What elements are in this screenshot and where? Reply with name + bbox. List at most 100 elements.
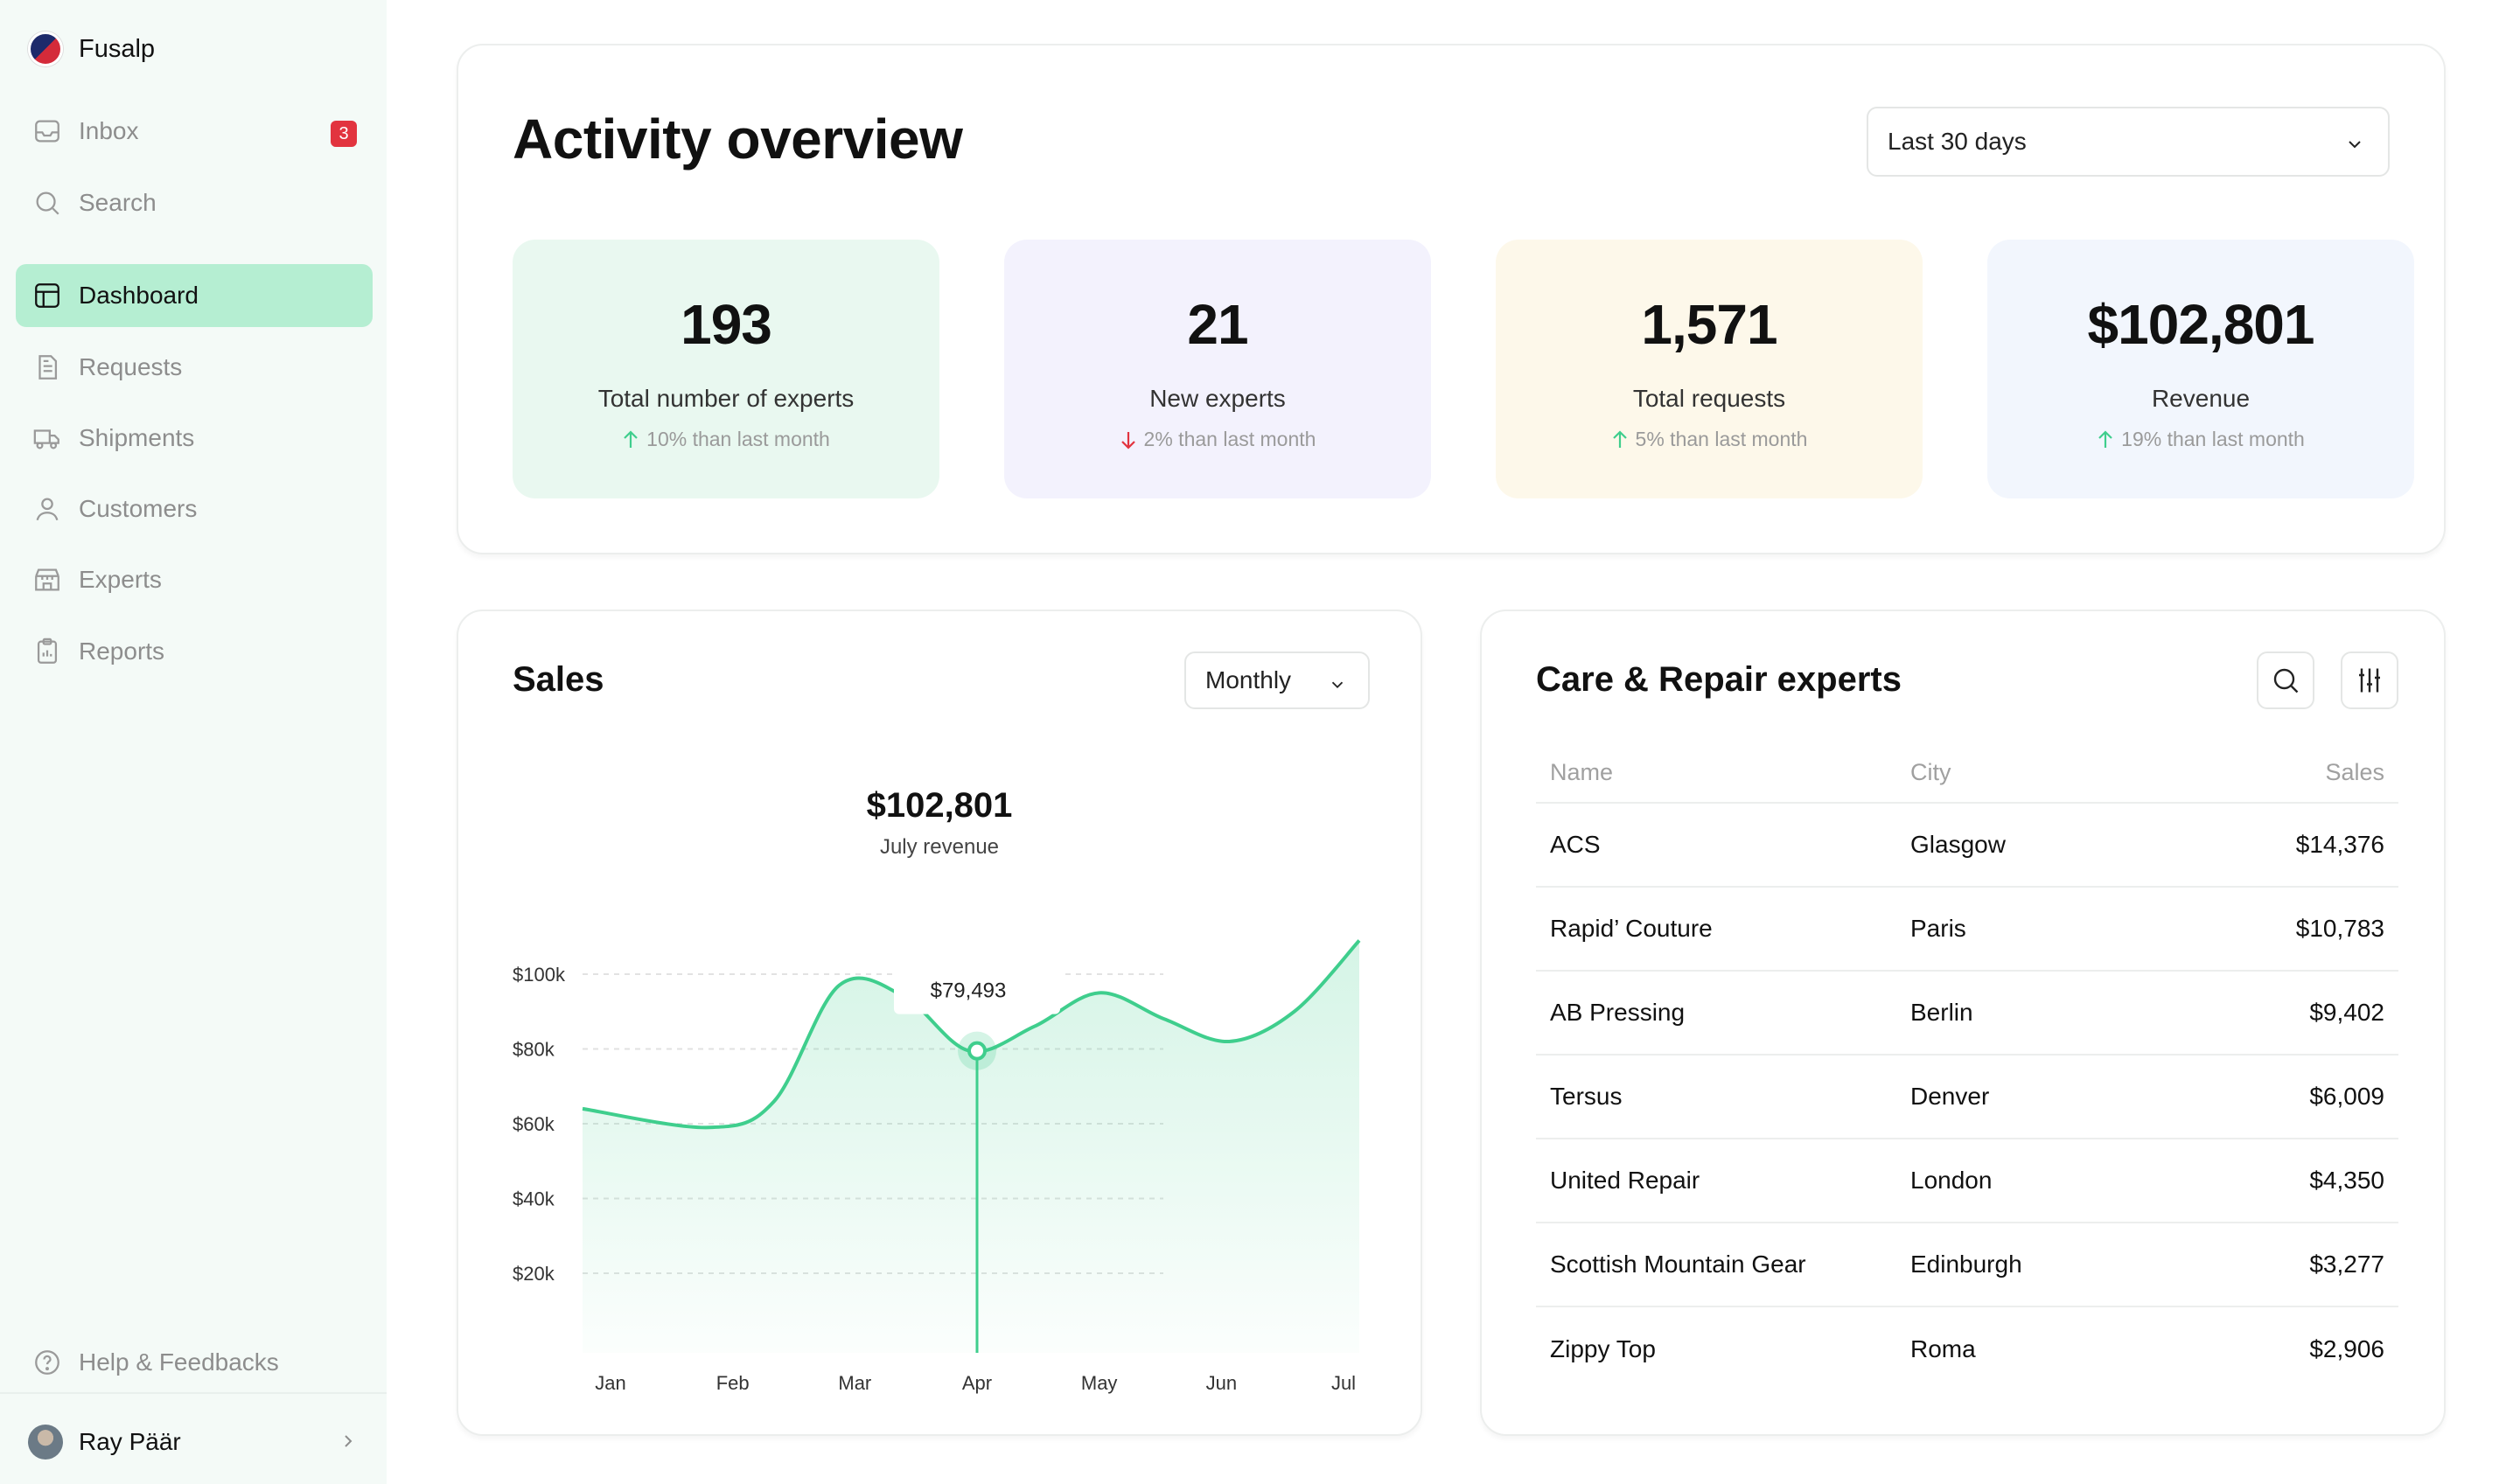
cell-sales: $4,350 [2309, 1167, 2384, 1194]
cell-sales: $2,906 [2309, 1335, 2384, 1362]
arrow-up-icon [2098, 429, 2112, 448]
page-title: Activity overview [513, 108, 963, 171]
stat-card-total-requests: 1,571 Total requests 5% than last month [1496, 240, 1923, 498]
sidebar-item-label: Inbox [79, 117, 139, 144]
table-row[interactable]: United Repair London $4,350 [1536, 1139, 2398, 1223]
sidebar-item-shipments[interactable]: Shipments [16, 407, 373, 470]
sidebar-item-customers[interactable]: Customers [16, 477, 373, 540]
stat-value: $102,801 [2087, 293, 2315, 356]
truck-icon [31, 422, 63, 454]
table-row[interactable]: ACS Glasgow $14,376 [1536, 804, 2398, 888]
sidebar-item-help[interactable]: Help & Feedbacks [16, 1331, 373, 1394]
filter-button[interactable] [2341, 651, 2398, 709]
sales-title: Sales [513, 660, 604, 699]
table-row[interactable]: Zippy Top Roma $2,906 [1536, 1307, 2398, 1391]
table-row[interactable]: Tersus Denver $6,009 [1536, 1056, 2398, 1139]
chevron-right-icon[interactable] [338, 1431, 359, 1456]
stat-delta-text: 5% than last month [1635, 428, 1808, 450]
sales-period-select[interactable]: Monthly [1184, 651, 1370, 709]
x-tick-label: Jun [1206, 1372, 1237, 1394]
x-tick-label: Mar [838, 1372, 871, 1394]
experts-card: Care & Repair experts Name City Sales AC… [1480, 610, 2446, 1436]
chevron-down-icon [1328, 672, 1347, 700]
stat-label: New experts [1149, 385, 1286, 412]
stat-delta: 19% than last month [1987, 428, 2414, 451]
user-icon [31, 493, 63, 525]
cell-name: AB Pressing [1550, 999, 1686, 1026]
tooltip-box [894, 965, 1060, 1014]
stat-delta: 5% than last month [1496, 428, 1923, 451]
experts-title: Care & Repair experts [1536, 660, 1902, 699]
sidebar-item-label: Requests [79, 353, 183, 380]
stat-label: Revenue [2151, 385, 2251, 412]
stat-delta-text: 19% than last month [2121, 428, 2305, 450]
sidebar-item-label: Experts [79, 566, 162, 593]
dashboard-icon [31, 280, 63, 311]
y-tick-label: $100k [513, 964, 566, 986]
cell-name: Rapid’ Couture [1550, 915, 1713, 942]
avatar [28, 1425, 63, 1460]
stat-label: Total number of experts [597, 385, 855, 412]
sidebar-item-label: Search [79, 189, 157, 216]
user-profile[interactable]: Ray Päär [28, 1417, 369, 1467]
sidebar-item-search[interactable]: Search [16, 171, 373, 234]
cell-sales: $9,402 [2309, 999, 2384, 1026]
document-icon [31, 352, 63, 383]
column-header-sales[interactable]: Sales [2325, 758, 2384, 785]
search-button[interactable] [2257, 651, 2314, 709]
sidebar-item-experts[interactable]: Experts [16, 548, 373, 611]
stat-label: Total requests [1632, 385, 1786, 412]
column-header-name[interactable]: Name [1550, 758, 1614, 785]
cell-name: United Repair [1550, 1167, 1700, 1194]
table-row[interactable]: Rapid’ Couture Paris $10,783 [1536, 888, 2398, 972]
clipboard-icon [31, 636, 63, 667]
activity-overview-card: Activity overview Last 30 days 193 Total… [457, 44, 2446, 554]
cell-sales: $6,009 [2309, 1083, 2384, 1110]
experts-table: Name City Sales ACS Glasgow $14,376 Rapi… [1536, 742, 2398, 1391]
arrow-down-icon [1120, 431, 1135, 449]
sidebar-item-label: Shipments [79, 424, 195, 451]
brand-logo [28, 31, 63, 66]
sales-card: $100k $80k $60k $40k $20k Jan Feb Mar Apr May Jun J… [457, 610, 1422, 1436]
cell-city: London [1910, 1167, 1993, 1194]
cell-city: Glasgow [1910, 831, 2006, 858]
cell-sales: $3,277 [2309, 1251, 2384, 1278]
table-row[interactable]: Scottish Mountain Gear Edinburgh $3,277 [1536, 1223, 2398, 1307]
cell-city: Denver [1910, 1083, 1990, 1110]
table-header: Name City Sales [1536, 742, 2398, 804]
sidebar-item-dashboard[interactable]: Dashboard [16, 264, 373, 327]
cell-city: Roma [1910, 1335, 1976, 1362]
stat-value: 1,571 [1641, 293, 1777, 356]
brand[interactable]: Fusalp [28, 31, 155, 66]
x-tick-label: Apr [962, 1372, 992, 1394]
help-icon [31, 1347, 63, 1378]
stat-card-new-experts: 21 New experts 2% than last month [1004, 240, 1431, 498]
x-tick-label: May [1081, 1372, 1118, 1394]
y-tick-label: $60k [513, 1113, 555, 1135]
stat-delta-text: 10% than last month [646, 428, 830, 450]
sidebar-item-label: Customers [79, 495, 198, 522]
sliders-icon [2359, 668, 2380, 693]
sidebar-item-inbox[interactable]: Inbox 3 [16, 100, 373, 163]
cell-sales: $14,376 [2295, 831, 2384, 858]
column-header-city[interactable]: City [1910, 758, 1951, 785]
store-icon [31, 564, 63, 596]
x-tick-label: Feb [716, 1372, 750, 1394]
user-name: Ray Päär [79, 1428, 181, 1455]
stat-delta-text: 2% than last month [1143, 428, 1316, 450]
period-select-value: Last 30 days [1888, 128, 2027, 155]
table-row[interactable]: AB Pressing Berlin $9,402 [1536, 972, 2398, 1056]
inbox-icon [31, 115, 63, 147]
cell-name: ACS [1550, 831, 1601, 858]
tooltip-value: $79,493 [931, 979, 1007, 1003]
sidebar-divider [0, 1392, 387, 1394]
sidebar: Fusalp Inbox 3 Search Dashboard Requests… [0, 0, 387, 1484]
period-select[interactable]: Last 30 days [1867, 107, 2390, 177]
sidebar-item-reports[interactable]: Reports [16, 620, 373, 683]
sidebar-item-requests[interactable]: Requests [16, 336, 373, 399]
arrow-up-icon [624, 429, 638, 448]
cell-city: Paris [1910, 915, 1966, 942]
search-icon [31, 187, 63, 219]
cell-name: Zippy Top [1550, 1335, 1656, 1362]
cell-city: Berlin [1910, 999, 1973, 1026]
